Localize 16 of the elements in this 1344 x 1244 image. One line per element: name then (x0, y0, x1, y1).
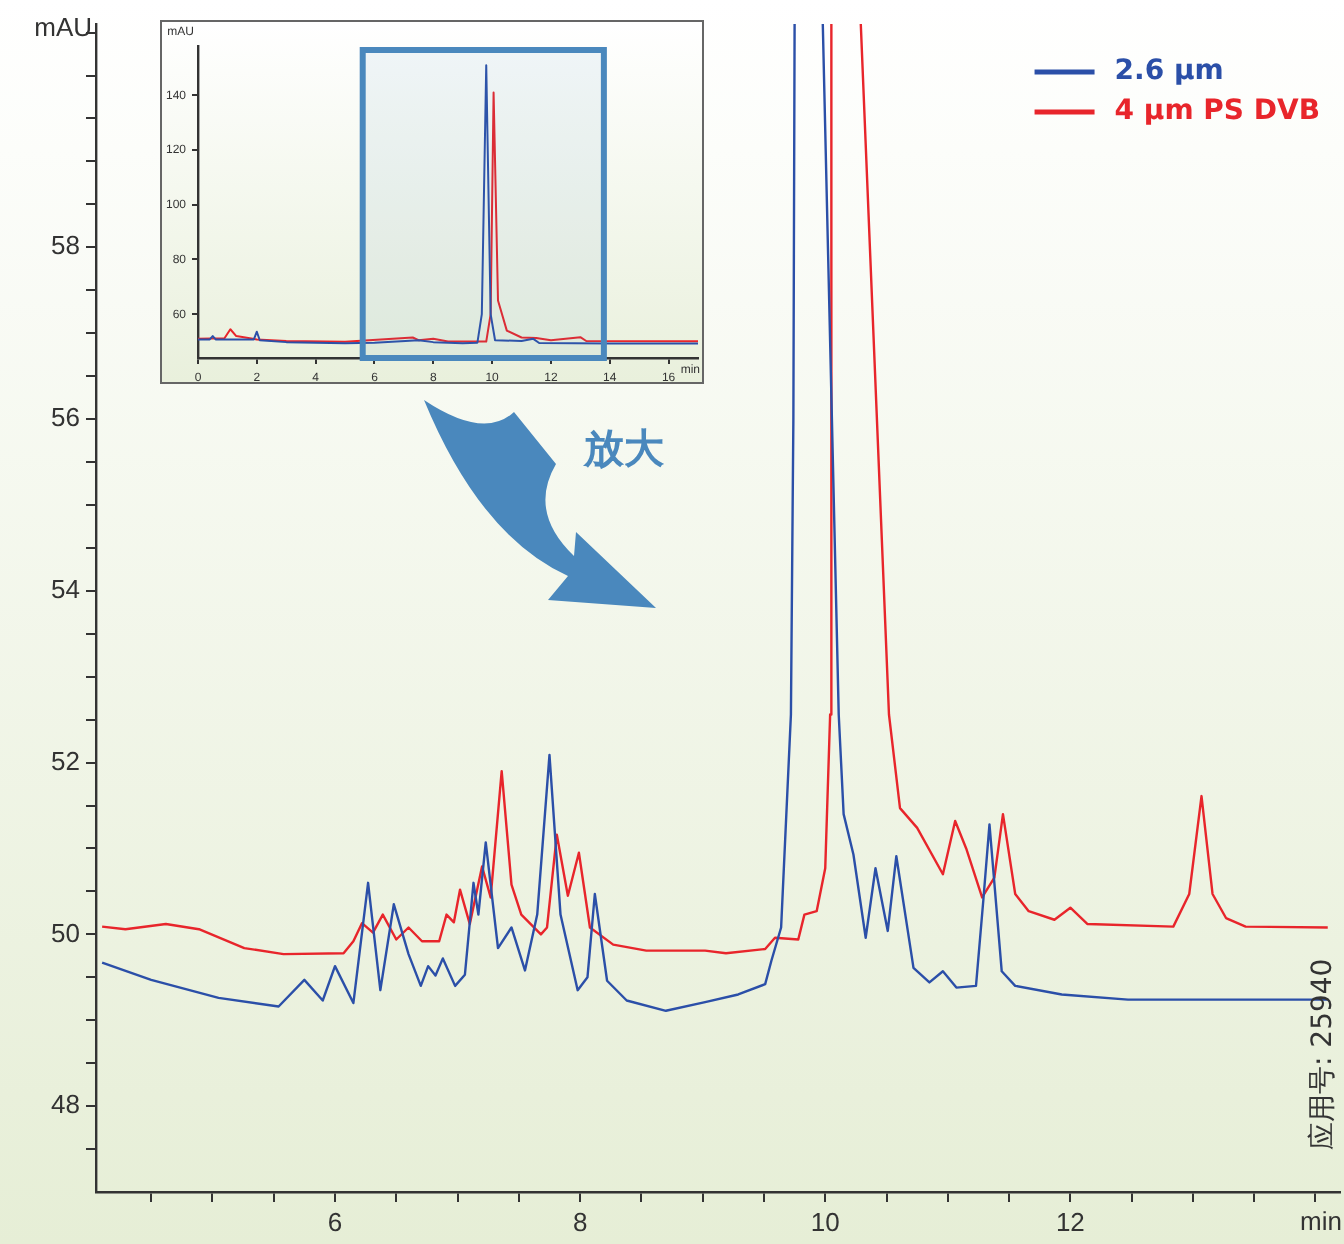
y-tick-label: 54 (51, 573, 80, 604)
y-tick-label: 50 (51, 917, 80, 948)
x-tick-label: 8 (572, 1206, 588, 1237)
x-axis-title: min (1300, 1206, 1342, 1237)
legend-label: 2.6 µm (1114, 55, 1224, 88)
y-axis-title: mAU (34, 12, 92, 43)
x-tick-label: 6 (327, 1206, 343, 1237)
legend-label: 4 µm PS DVB (1114, 95, 1321, 128)
x-tick-label: 12 (1055, 1206, 1085, 1237)
annotation: 放大 (582, 424, 666, 473)
annotation: 应用号: 25940 (1307, 958, 1340, 1150)
x-tick-label: 10 (810, 1206, 840, 1237)
y-tick-label: 58 (51, 230, 80, 261)
y-tick-label: 56 (51, 402, 80, 433)
y-tick-label: 52 (51, 745, 80, 776)
y-tick-label: 48 (51, 1089, 80, 1120)
